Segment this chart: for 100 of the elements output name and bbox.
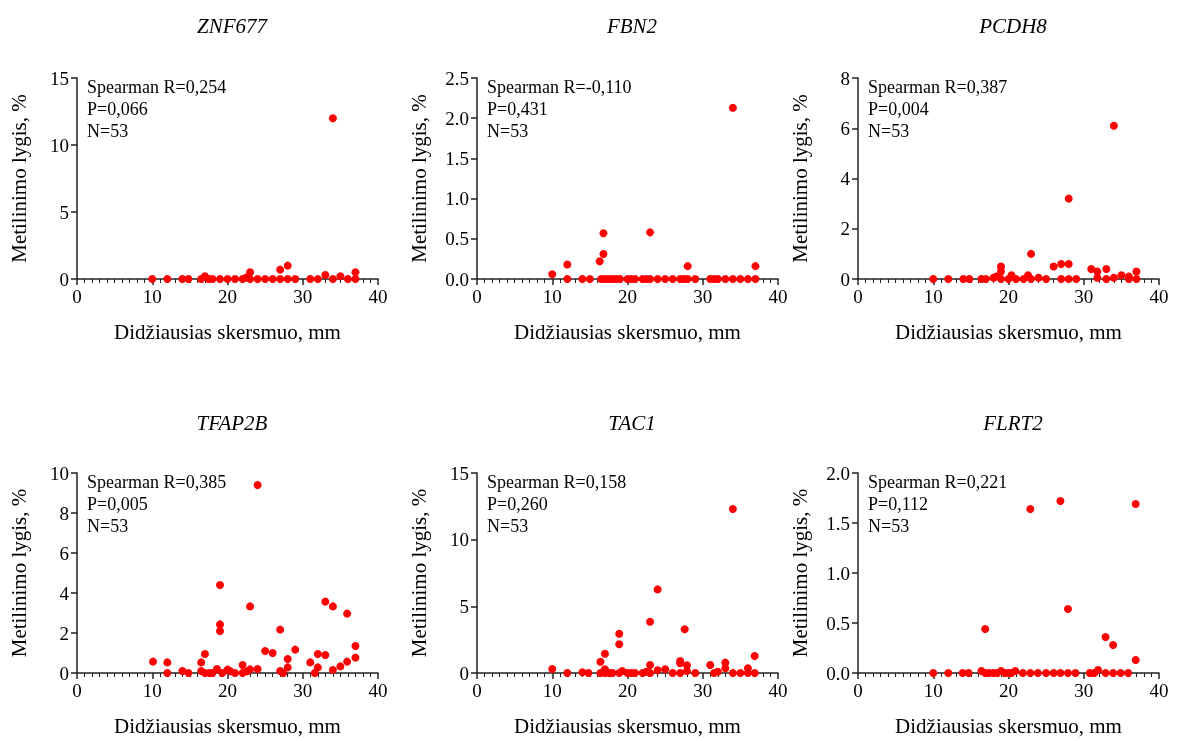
point: [215, 275, 224, 283]
annotation: P=0,260: [487, 494, 548, 514]
point: [1018, 669, 1027, 677]
point: [691, 275, 700, 283]
point: [1109, 641, 1118, 649]
annotation: N=53: [87, 516, 129, 536]
y-tick-label: 2.5: [445, 67, 469, 89]
point: [1093, 273, 1102, 282]
point: [223, 275, 232, 283]
point: [683, 262, 692, 271]
point: [929, 275, 938, 283]
point: [631, 669, 640, 677]
point: [231, 275, 240, 283]
point: [691, 669, 700, 677]
point: [343, 275, 352, 283]
point: [1124, 669, 1133, 677]
x-tick-label: 10: [923, 680, 943, 701]
point: [184, 669, 193, 677]
x-tick-label: 0: [853, 680, 863, 701]
annotation: Spearman R=-0,110: [487, 77, 632, 97]
x-tick-label: 20: [999, 286, 1018, 307]
point: [728, 275, 737, 283]
point: [1064, 194, 1073, 203]
x-tick-label: 30: [1074, 286, 1094, 307]
point: [1072, 275, 1081, 283]
point: [585, 275, 594, 283]
y-tick-label: 2: [59, 622, 69, 644]
point: [631, 275, 640, 283]
point: [981, 625, 990, 633]
point: [548, 270, 557, 279]
point: [1131, 656, 1140, 664]
y-axis-title: Metilinimo lygis, %: [6, 488, 31, 658]
y-tick-label: 1.5: [826, 512, 850, 534]
x-tick-label: 40: [368, 680, 388, 701]
point: [328, 602, 337, 611]
point: [291, 645, 300, 654]
point: [1071, 669, 1080, 677]
x-tick-label: 10: [542, 286, 562, 307]
y-tick-label: 1.0: [445, 188, 469, 210]
point: [149, 657, 157, 666]
point: [343, 657, 352, 666]
y-tick-label: 0.0: [826, 662, 850, 684]
point: [246, 268, 255, 277]
y-tick-label: 0.5: [445, 228, 469, 250]
y-axis-title: Metilinimo lygis, %: [6, 94, 31, 263]
point: [965, 275, 974, 283]
chart-title: PCDH8: [978, 13, 1048, 38]
point: [321, 597, 330, 606]
point: [996, 275, 1005, 283]
y-tick-label: 2: [840, 218, 850, 240]
point: [661, 665, 670, 674]
x-tick-label: 40: [368, 286, 388, 307]
point: [668, 669, 677, 677]
point: [253, 481, 262, 489]
y-tick-label: 0.0: [445, 268, 469, 290]
point: [1027, 275, 1036, 283]
point: [1109, 669, 1118, 677]
point: [668, 275, 677, 283]
x-axis-title: Didžiausias skersmuo, mm: [114, 319, 341, 344]
x-tick-label: 40: [768, 286, 788, 307]
x-tick-label: 30: [293, 680, 313, 701]
point: [163, 669, 172, 677]
point: [238, 661, 247, 669]
point: [261, 647, 270, 655]
point: [584, 669, 593, 677]
annotation: Spearman R=0,158: [487, 472, 627, 492]
point: [1101, 633, 1110, 641]
point: [736, 669, 745, 677]
annotation: P=0,066: [87, 99, 148, 119]
point: [599, 229, 608, 238]
y-tick-label: 0: [840, 268, 850, 290]
annotation: N=53: [487, 516, 529, 536]
point: [276, 625, 285, 634]
x-tick-label: 40: [768, 680, 788, 701]
y-tick-label: 0: [59, 662, 69, 684]
point: [197, 658, 206, 667]
x-tick-label: 0: [72, 680, 82, 701]
point: [1033, 669, 1042, 677]
point: [1042, 669, 1051, 677]
y-tick-label: 10: [450, 529, 469, 551]
annotation: N=53: [487, 121, 529, 141]
x-tick-label: 10: [142, 680, 162, 701]
point: [313, 663, 322, 672]
point: [200, 650, 209, 658]
annotation: N=53: [868, 516, 910, 536]
point: [351, 275, 360, 283]
annotation: P=0,005: [87, 494, 148, 514]
point: [1049, 262, 1058, 271]
point: [646, 669, 655, 677]
x-tick-label: 10: [923, 286, 943, 307]
y-tick-label: 0: [59, 268, 69, 290]
y-tick-label: 5: [59, 201, 69, 223]
x-axis-title: Didžiausias skersmuo, mm: [895, 319, 1122, 344]
point: [1026, 669, 1035, 677]
point: [1109, 121, 1118, 130]
point: [751, 275, 760, 283]
point: [751, 262, 760, 271]
point: [548, 665, 557, 673]
point: [1012, 275, 1021, 283]
x-tick-label: 30: [1074, 680, 1094, 701]
